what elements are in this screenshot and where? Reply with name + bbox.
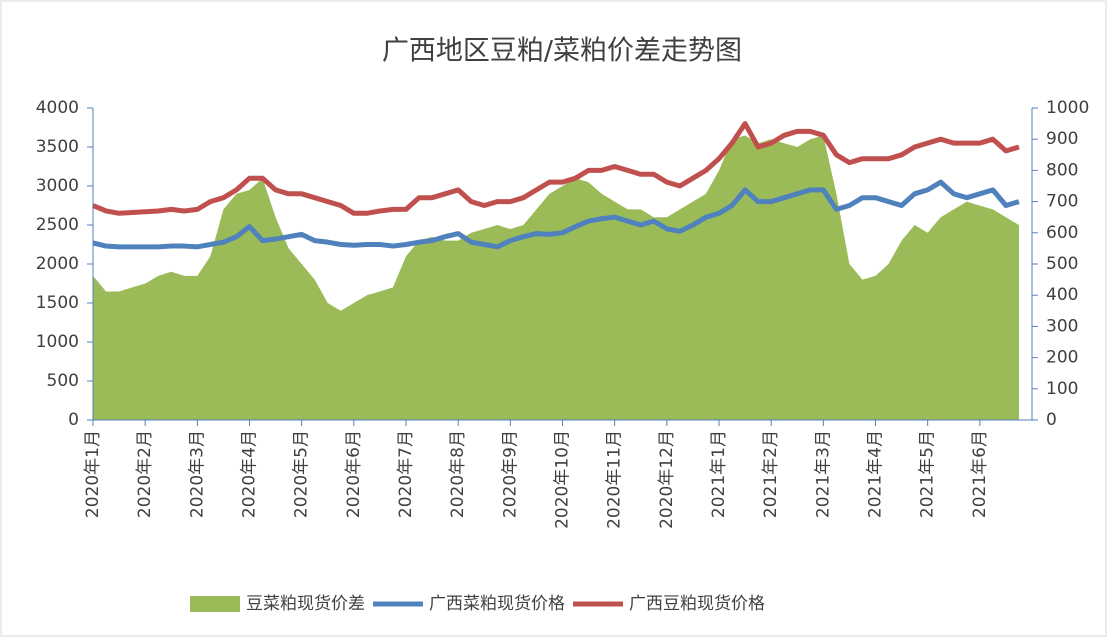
y-tick-label: 0	[68, 410, 79, 430]
area	[93, 135, 1019, 420]
y-tick-label: 2500	[36, 215, 79, 235]
x-tick-label: 2021年5月	[918, 430, 938, 518]
y-tick-label: 1500	[36, 293, 79, 313]
x-tick-label: 2021年3月	[813, 430, 833, 518]
y-tick-label: 3000	[36, 176, 79, 196]
x-tick-label: 2021年6月	[970, 430, 990, 518]
legend-label: 广西豆粕现货价格	[629, 594, 765, 614]
line	[92, 121, 1020, 216]
x-tick-label: 2020年6月	[344, 430, 364, 518]
y2-tick-label: 0	[1046, 410, 1057, 430]
x-tick-label: 2021年2月	[761, 430, 781, 518]
y-tick-label: 1000	[36, 332, 79, 352]
y-tick-label: 4000	[36, 98, 79, 118]
x-tick-label: 2020年11月	[605, 430, 625, 529]
y2-tick-label: 500	[1046, 254, 1078, 274]
y-tick-label: 2000	[36, 254, 79, 274]
x-tick-label: 2020年1月	[83, 430, 103, 518]
y-tick-label: 500	[47, 371, 79, 391]
x-tick-label: 2020年2月	[135, 430, 155, 518]
y2-tick-label: 600	[1046, 223, 1078, 243]
x-tick-label: 2020年5月	[292, 430, 312, 518]
y2-tick-label: 300	[1046, 316, 1078, 336]
legend-label: 广西菜粕现货价格	[429, 594, 565, 614]
y2-tick-label: 1000	[1046, 98, 1089, 118]
x-tick-label: 2020年12月	[657, 430, 677, 529]
y2-tick-label: 700	[1046, 192, 1078, 212]
y-tick-label: 3500	[36, 137, 79, 157]
legend-swatch	[190, 596, 240, 612]
y2-tick-label: 200	[1046, 348, 1078, 368]
chart-title: 广西地区豆粕/菜粕价差走势图	[382, 36, 742, 67]
x-tick-label: 2020年10月	[553, 430, 573, 529]
x-tick-label: 2021年1月	[709, 430, 729, 518]
y2-tick-label: 800	[1046, 160, 1078, 180]
x-tick-label: 2021年4月	[866, 430, 886, 518]
x-tick-label: 2020年8月	[448, 430, 468, 518]
legend-label: 豆菜粕现货价差	[246, 594, 365, 614]
line	[92, 179, 1020, 250]
y2-tick-label: 400	[1046, 285, 1078, 305]
x-tick-label: 2020年7月	[396, 430, 416, 518]
x-tick-label: 2020年3月	[187, 430, 207, 518]
y2-tick-label: 900	[1046, 129, 1078, 149]
x-tick-label: 2020年4月	[240, 430, 260, 518]
x-tick-label: 2020年9月	[500, 430, 520, 518]
y2-tick-label: 100	[1046, 379, 1078, 399]
